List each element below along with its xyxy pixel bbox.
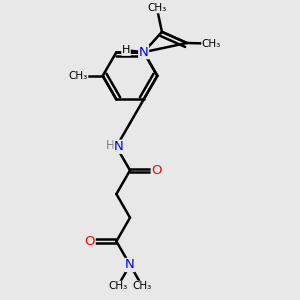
Text: CH₃: CH₃ [68, 71, 88, 81]
Text: O: O [85, 235, 95, 248]
Text: CH₃: CH₃ [147, 3, 167, 13]
Text: N: N [139, 46, 148, 59]
Text: CH₃: CH₃ [133, 281, 152, 291]
Text: O: O [151, 164, 162, 177]
Text: N: N [125, 259, 135, 272]
Text: CH₃: CH₃ [202, 39, 221, 49]
Text: H: H [122, 45, 130, 55]
Text: H: H [106, 139, 115, 152]
Text: N: N [114, 140, 124, 153]
Text: CH₃: CH₃ [108, 281, 128, 291]
